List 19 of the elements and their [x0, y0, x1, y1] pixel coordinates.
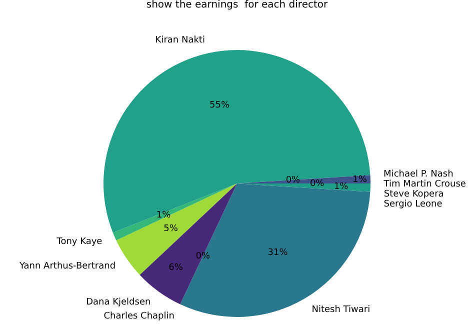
text: 0% [310, 178, 324, 189]
slice-label: Sergio Leone [384, 200, 443, 210]
data-label: 5% [164, 224, 178, 234]
slice-label: Kiran Nakti [155, 36, 205, 46]
data-label: 6% [168, 263, 184, 274]
category-label: Michael P. Nash [384, 170, 454, 180]
data-label: 55% [210, 100, 230, 111]
slice-label: Tim Martin Crouse [382, 180, 466, 190]
category-label: Steve Kopera [384, 190, 444, 200]
data-label: 1% [156, 210, 172, 221]
category-label: Charles Chaplin [104, 312, 174, 322]
data-label: 1% [334, 182, 349, 192]
data-label: 31% [268, 248, 288, 258]
slice-label: Tony Kaye [56, 237, 103, 248]
data-label: 1% [352, 174, 368, 185]
slice-label: Nitesh Tiwari [312, 305, 370, 316]
slice-label: Yann Arthus-Bertrand [18, 261, 116, 272]
slice-label: Dana Kjeldsen [86, 298, 151, 308]
chart-title: show the earnings for each director [146, 0, 329, 11]
